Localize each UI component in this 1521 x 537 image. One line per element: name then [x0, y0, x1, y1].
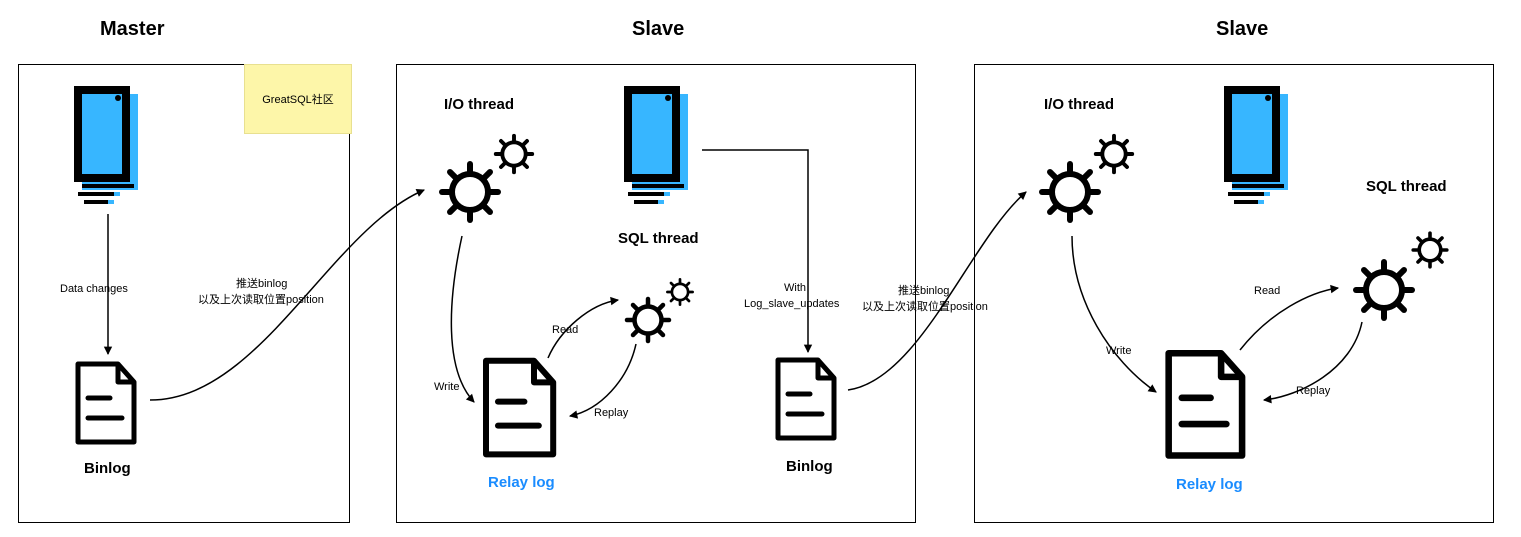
arrows-layer: [0, 0, 1521, 537]
label-push1-l1: 推送binlog: [236, 275, 287, 291]
label-with-l2: Log_slave_updates: [744, 298, 839, 310]
label-write2: Write: [1106, 345, 1131, 357]
label-replay1: Replay: [594, 407, 628, 419]
label-with-l1: With: [784, 282, 806, 294]
label-push2-l1: 推送binlog: [898, 282, 949, 298]
label-read1: Read: [552, 324, 578, 336]
label-replay2: Replay: [1296, 385, 1330, 397]
label-read2: Read: [1254, 285, 1280, 297]
label-write1: Write: [434, 381, 459, 393]
label-push2-l2: 以及上次读取位置position: [862, 298, 988, 314]
label-push1-l2: 以及上次读取位置position: [198, 291, 324, 307]
label-data-changes: Data changes: [60, 283, 128, 295]
